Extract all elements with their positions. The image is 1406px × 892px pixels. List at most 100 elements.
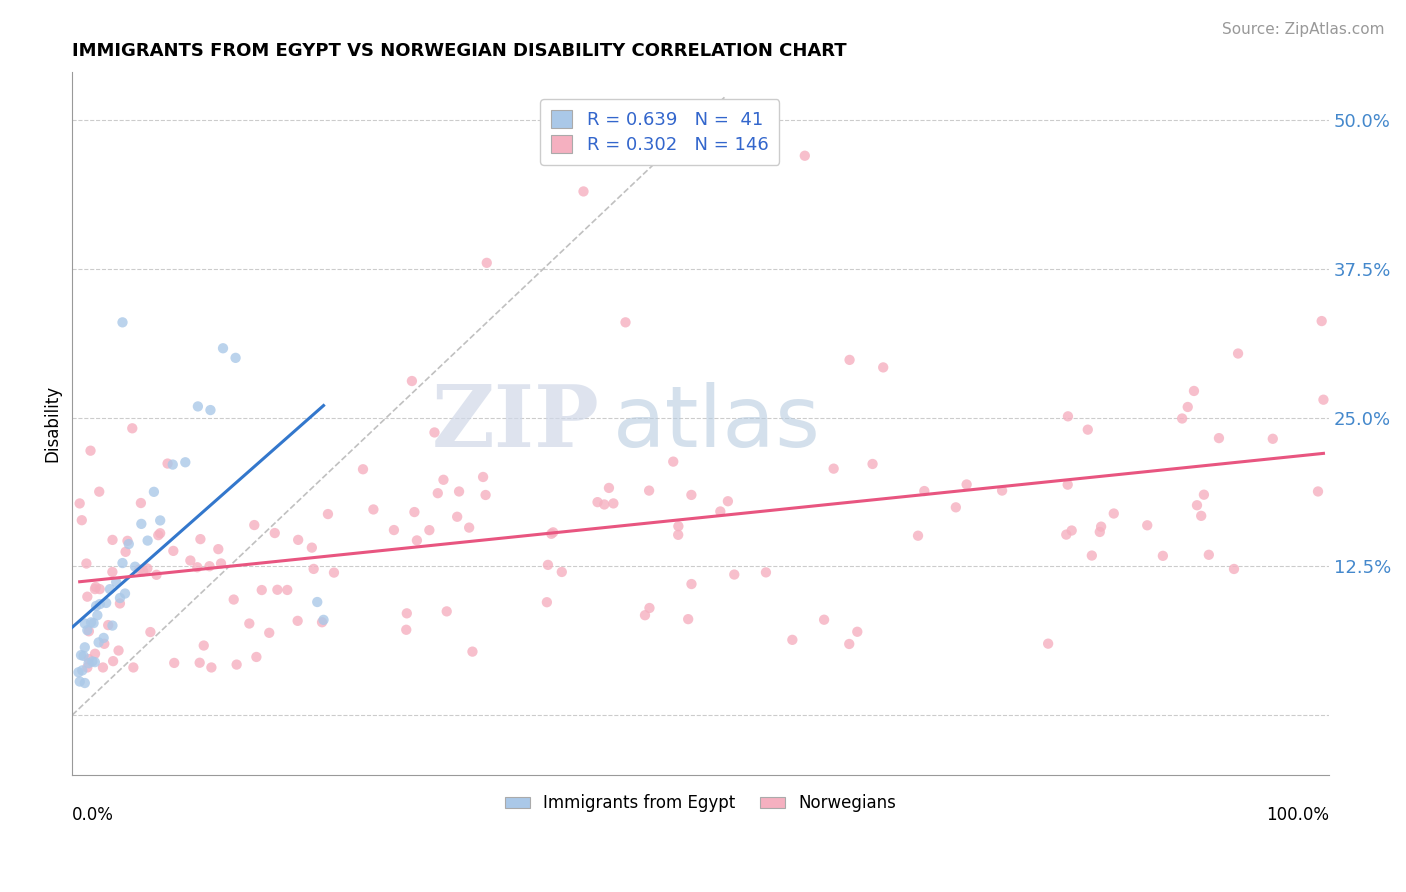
Point <box>129 496 152 510</box>
Y-axis label: Disability: Disability <box>44 385 60 462</box>
Point <box>108 591 131 605</box>
Point <box>245 650 267 665</box>
Point <box>77 624 100 639</box>
Point <box>89 484 111 499</box>
Point <box>97 618 120 632</box>
Text: 100.0%: 100.0% <box>1265 806 1329 824</box>
Point <box>117 533 139 548</box>
Point <box>406 533 429 548</box>
Point <box>132 564 155 578</box>
Point <box>122 660 145 674</box>
Point <box>124 559 146 574</box>
Point <box>101 533 124 547</box>
Point <box>75 557 97 571</box>
Point <box>148 528 170 542</box>
Point <box>1208 431 1230 445</box>
Point <box>70 513 93 527</box>
Point <box>101 618 124 632</box>
Point <box>363 502 385 516</box>
Point <box>93 637 115 651</box>
Point <box>266 582 288 597</box>
Point <box>96 596 118 610</box>
Point <box>73 640 96 655</box>
Point <box>474 488 496 502</box>
Point <box>666 528 689 542</box>
Point <box>838 352 860 367</box>
Point <box>287 614 309 628</box>
Point <box>472 470 495 484</box>
Point <box>662 455 685 469</box>
Point <box>872 360 894 375</box>
Point <box>352 462 374 476</box>
Point <box>93 631 115 645</box>
Point <box>84 582 107 596</box>
Point <box>586 495 609 509</box>
Point <box>84 599 107 613</box>
Point <box>446 509 468 524</box>
Point <box>72 648 94 663</box>
Point <box>838 637 860 651</box>
Point <box>1306 484 1329 499</box>
Point <box>76 623 98 637</box>
Point <box>101 565 124 579</box>
Point <box>72 664 94 678</box>
Point <box>311 615 333 630</box>
Point <box>186 560 208 574</box>
Point <box>84 647 107 661</box>
Point <box>79 443 101 458</box>
Point <box>114 586 136 600</box>
Point <box>108 597 131 611</box>
Point <box>1057 409 1080 424</box>
Point <box>276 582 298 597</box>
Point <box>69 674 91 689</box>
Point <box>80 615 103 630</box>
Point <box>666 519 689 533</box>
Point <box>163 656 186 670</box>
Point <box>1102 507 1125 521</box>
Point <box>1136 518 1159 533</box>
Point <box>76 590 98 604</box>
Point <box>139 625 162 640</box>
Point <box>537 558 560 572</box>
Point <box>307 595 329 609</box>
Point <box>82 654 104 668</box>
Point <box>89 582 111 596</box>
Point <box>907 529 929 543</box>
Text: Source: ZipAtlas.com: Source: ZipAtlas.com <box>1222 22 1385 37</box>
Point <box>243 518 266 533</box>
Point <box>1054 527 1077 541</box>
Point <box>1090 519 1112 533</box>
Point <box>174 455 197 469</box>
Point <box>638 601 661 615</box>
Point <box>86 608 108 623</box>
Point <box>263 526 285 541</box>
Text: IMMIGRANTS FROM EGYPT VS NORWEGIAN DISABILITY CORRELATION CHART: IMMIGRANTS FROM EGYPT VS NORWEGIAN DISAB… <box>72 42 846 60</box>
Point <box>945 500 967 515</box>
Point <box>382 523 405 537</box>
Point <box>209 557 232 571</box>
Point <box>200 660 222 674</box>
Point <box>136 533 159 548</box>
Point <box>723 567 745 582</box>
Point <box>1192 488 1215 502</box>
Point <box>1310 314 1333 328</box>
Point <box>162 458 184 472</box>
Text: 0.0%: 0.0% <box>72 806 114 824</box>
Point <box>862 457 884 471</box>
Point <box>222 592 245 607</box>
Point <box>312 613 335 627</box>
Point <box>77 657 100 671</box>
Point <box>207 542 229 557</box>
Point <box>1077 423 1099 437</box>
Point <box>98 582 121 596</box>
Point <box>1182 384 1205 398</box>
Point <box>1261 432 1284 446</box>
Point <box>401 374 423 388</box>
Point <box>316 507 339 521</box>
Point <box>301 541 323 555</box>
Point <box>145 567 167 582</box>
Point <box>1081 549 1104 563</box>
Point <box>121 421 143 435</box>
Point <box>149 526 172 541</box>
Point <box>250 582 273 597</box>
